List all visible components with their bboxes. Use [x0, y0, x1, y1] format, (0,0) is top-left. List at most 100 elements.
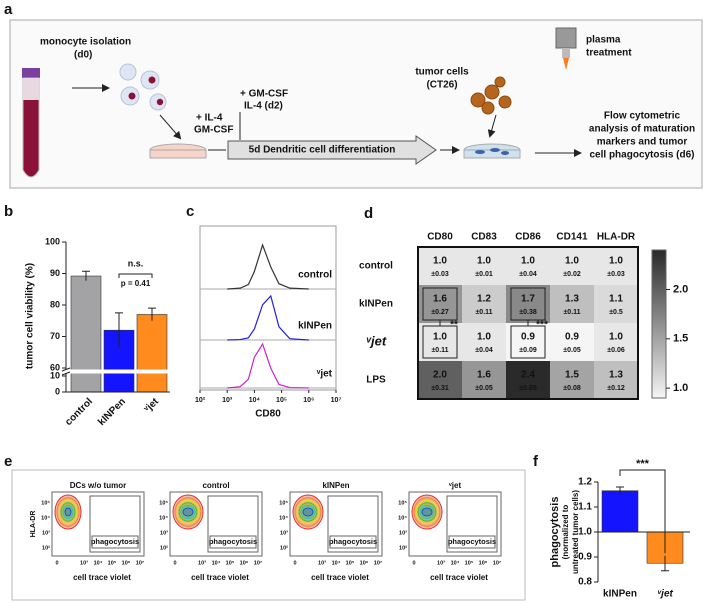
cell-value: 1.0	[521, 256, 535, 267]
density-line	[227, 243, 309, 290]
gate-label-box	[91, 535, 139, 549]
x-tick-label: 10⁵	[108, 560, 117, 566]
heatmap-cell	[462, 247, 506, 285]
cell-value: 0.9	[521, 332, 535, 343]
heatmap-cell	[594, 285, 638, 323]
cell-error: ±0.06	[607, 347, 625, 354]
x-tick-label: 10⁷	[493, 560, 502, 566]
diagram-text: analysis of maturation	[589, 124, 695, 135]
y-axis-title: untreated tumor cells)	[571, 490, 580, 574]
heatmap-cell	[506, 285, 550, 323]
y-tick-label: 0.9	[578, 552, 592, 563]
y-tick-label: 10²	[160, 544, 168, 551]
cell-value: 1.6	[477, 370, 491, 381]
diagram-text: markers and tumor	[597, 137, 688, 148]
row-label: ᵛjet	[366, 333, 387, 348]
x-tick-label: kINPen	[96, 396, 128, 428]
x-axis-title: CD80	[255, 409, 281, 420]
gate-label: phagocytosis	[209, 537, 257, 546]
cell-value: 1.0	[477, 332, 491, 343]
cell-value: 1.1	[609, 294, 623, 305]
contour	[64, 507, 72, 517]
contour	[56, 497, 80, 527]
heatmap-cell	[418, 323, 462, 361]
row-label: LPS	[366, 375, 386, 386]
legend-label: ᵛjet	[316, 369, 333, 380]
x-tick-label: 10⁵	[346, 560, 355, 566]
x-axis-title: cell trace violet	[311, 573, 369, 582]
cell-error: ±0.05	[519, 385, 537, 392]
x-axis-title: cell trace violet	[73, 573, 131, 582]
x-tick-label: 10⁷	[374, 560, 383, 566]
heatmap-cell	[506, 361, 550, 399]
diagram-text: cell phagocytosis (d6)	[589, 150, 694, 161]
cell-value: 1.0	[433, 332, 447, 343]
gate-label: phagocytosis	[448, 537, 496, 546]
cell-value: 1.0	[609, 332, 623, 343]
x-tick-label: 10⁴	[212, 560, 221, 566]
cell-error: ±0.05	[563, 347, 581, 354]
contour	[421, 507, 433, 517]
error-bar	[115, 312, 123, 348]
cell-value: 1.0	[565, 256, 579, 267]
arrow	[487, 114, 497, 138]
y-tick-label: 10⁵	[159, 500, 168, 506]
error-bar	[661, 555, 669, 572]
heatmap-cell	[550, 285, 594, 323]
cell-value: 0.9	[565, 332, 579, 343]
column-label: HLA-DR	[597, 232, 636, 243]
heatmap-cell	[550, 323, 594, 361]
error-bar	[148, 307, 156, 321]
colorbar-label: 1.5	[673, 333, 688, 345]
x-tick-label: 10⁷	[331, 397, 342, 404]
cell-value: 1.0	[433, 256, 447, 267]
diagram-text: 5d Dendritic cell differentiation	[249, 145, 396, 156]
y-axis-title: (normalized to	[561, 505, 570, 560]
cell-value: 2.4	[521, 370, 535, 381]
diagram-text: monocyte isolation	[40, 37, 131, 48]
heatmap-cell	[462, 323, 506, 361]
panel-label: f	[533, 453, 539, 470]
x-tick-label: 0	[173, 560, 176, 566]
cell-error: ±0.03	[431, 271, 449, 278]
plot-title: DCs w/o tumor	[70, 481, 126, 490]
cell-error: ±0.01	[475, 271, 493, 278]
row-label: control	[359, 261, 393, 272]
heatmap-cell	[550, 361, 594, 399]
tube-plasma	[23, 78, 39, 100]
cell-error: ±0.12	[607, 385, 625, 392]
x-tick-label: ᵛjet	[657, 589, 673, 600]
y-tick-label: 0	[55, 386, 60, 396]
y-tick-label: 10²	[42, 544, 50, 551]
cell-error: ±0.11	[431, 347, 448, 354]
heatmap-cell	[462, 285, 506, 323]
heatmap-cell	[550, 247, 594, 285]
density-line	[227, 342, 309, 389]
cell-error: ±0.38	[519, 309, 537, 316]
gate	[446, 495, 498, 553]
x-tick-label: 10³	[198, 559, 206, 566]
x-tick-label: 0	[412, 560, 415, 566]
annotation: ***	[636, 458, 650, 470]
cell-error: ±0.11	[475, 309, 492, 316]
y-axis-title: HLA-DR	[30, 511, 37, 538]
y-tick-label: 10⁵	[398, 500, 407, 506]
y-tick-label: 10³	[280, 529, 288, 536]
x-tick-label: kINPen	[603, 589, 637, 600]
gate-label-box	[209, 535, 257, 549]
y-tick-label: 10³	[399, 529, 407, 536]
dish-cells	[475, 148, 509, 155]
heatmap-cell	[462, 361, 506, 399]
diagram-text: Flow cytometric	[604, 111, 681, 122]
cell-value: 1.0	[477, 256, 491, 267]
gate-label-box	[329, 535, 377, 549]
legend-label: control	[298, 270, 332, 281]
error-bar	[82, 270, 90, 281]
panel-label: e	[4, 453, 12, 470]
contour	[176, 499, 200, 525]
diagram-text: IL-4 (d2)	[244, 101, 283, 112]
cell-value: 1.0	[609, 256, 623, 267]
plasma-device	[555, 27, 577, 49]
